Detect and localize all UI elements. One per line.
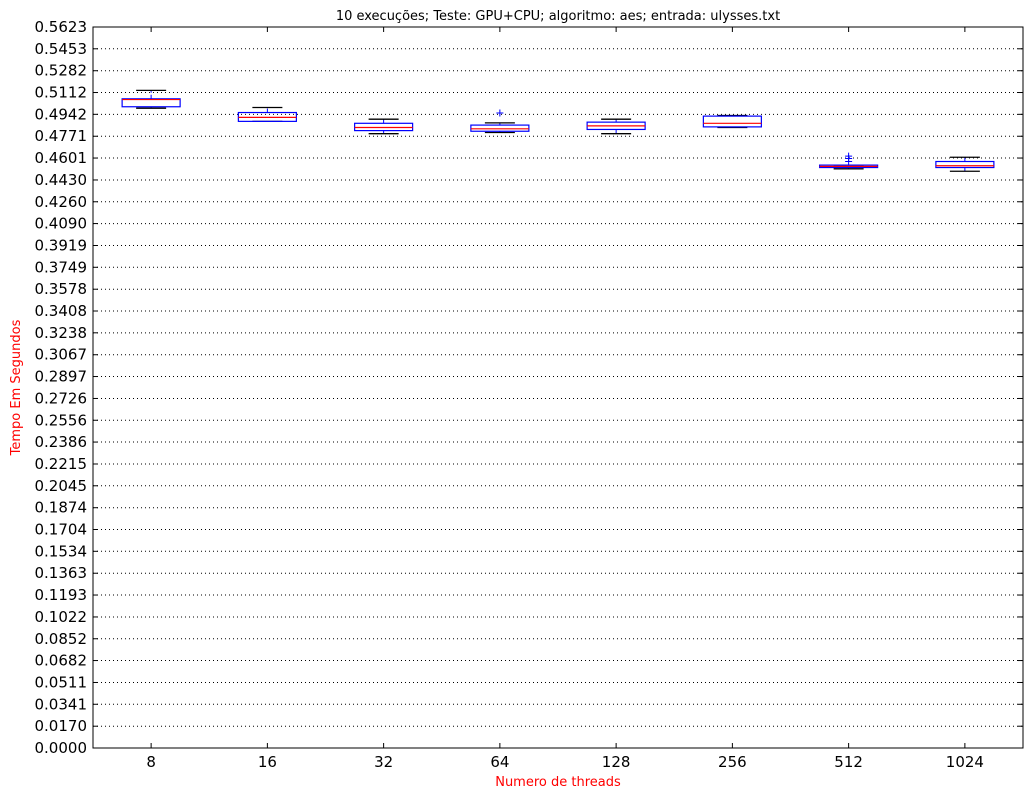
y-tick-label: 0.4942 [35,105,88,123]
y-tick-label: 0.4090 [35,215,88,233]
y-tick-label: 0.2897 [35,368,88,386]
y-tick-label: 0.3408 [35,302,88,320]
y-tick-label: 0.5623 [35,18,88,36]
box-group-64 [470,109,530,134]
y-tick-label: 0.3067 [35,346,88,364]
x-tick-label: 1024 [946,753,984,771]
y-tick-label: 0.1874 [35,499,88,517]
outlier-marker [496,109,504,117]
box-group-16 [237,106,297,123]
box-iqr [470,124,530,132]
y-tick-label: 0.3238 [35,324,88,342]
x-tick-label: 256 [718,753,747,771]
y-tick-label: 0.1022 [35,608,88,626]
y-tick-label: 0.3578 [35,280,88,298]
y-tick-label: 0.0511 [35,673,88,691]
box-group-32 [354,118,414,135]
y-tick-label: 0.2386 [35,433,88,451]
y-tick-label: 0.4260 [35,193,88,211]
y-tick-label: 0.3919 [35,236,88,254]
outlier-marker [845,152,853,160]
y-tick-label: 0.2215 [35,455,88,473]
y-tick-label: 0.1363 [35,564,88,582]
box-group-1024 [935,156,995,172]
y-tick-label: 0.4771 [35,127,88,145]
y-tick-label: 0.0682 [35,652,88,670]
boxes [121,89,995,172]
y-tick-label: 0.1193 [35,586,88,604]
x-axis-ticks: 8 16 32 64 128 256 512 1024 [146,27,984,771]
y-tick-label: 0.1534 [35,542,88,560]
x-axis-label: Numero de threads [495,775,621,790]
x-tick-label: 16 [258,753,277,771]
x-tick-label: 8 [146,753,156,771]
x-tick-label: 64 [490,753,509,771]
y-tick-label: 0.0341 [35,695,88,713]
plot-frame [92,26,1024,749]
x-tick-label: 32 [374,753,393,771]
box-group-8 [121,89,181,109]
box-iqr [702,115,762,128]
x-tick-label: 128 [602,753,631,771]
y-tick-label: 0.5112 [35,84,88,102]
y-tick-label: 0.5282 [35,62,88,80]
y-tick-label: 0.1704 [35,521,88,539]
y-tick-label: 0.0852 [35,630,88,648]
y-tick-label: 0.2726 [35,389,88,407]
y-tick-label: 0.3749 [35,258,88,276]
y-tick-label: 0.2556 [35,411,88,429]
chart-title: 10 execuções; Teste: GPU+CPU; algoritmo:… [336,9,780,24]
box-iqr [121,98,181,108]
x-tick-label: 512 [834,753,863,771]
y-tick-label: 0.5453 [35,40,88,58]
box-group-512 [819,152,879,170]
box-group-256 [702,114,762,129]
y-tick-label: 0.2045 [35,477,88,495]
y-tick-label: 0.4601 [35,149,88,167]
grid-lines [93,48,1023,727]
y-tick-label: 0.0000 [35,739,88,757]
y-tick-label: 0.0170 [35,717,88,735]
box-iqr [935,160,995,169]
y-axis-label: Tempo Em Segundos [9,319,24,456]
box-group-128 [586,118,646,135]
y-tick-label: 0.4430 [35,171,88,189]
y-axis-ticks: 0.0000 0.0170 0.0341 0.0511 0.0682 0.0852 0.10… [35,18,1023,757]
